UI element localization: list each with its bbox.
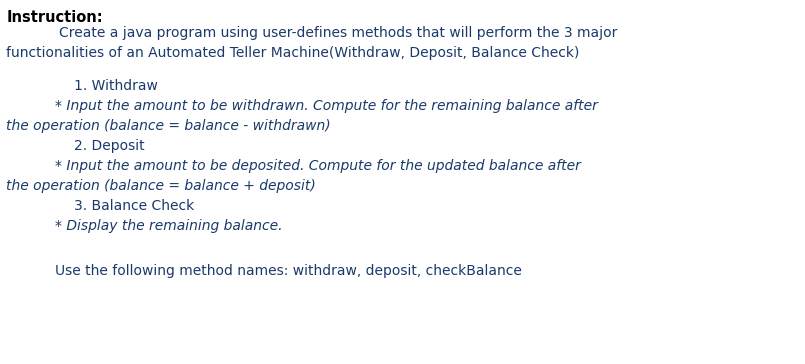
Text: 3. Balance Check: 3. Balance Check <box>74 199 194 213</box>
Text: Use the following method names: withdraw, deposit, checkBalance: Use the following method names: withdraw… <box>55 264 522 278</box>
Text: Instruction:: Instruction: <box>6 10 103 25</box>
Text: 2. Deposit: 2. Deposit <box>74 139 145 153</box>
Text: functionalities of an Automated Teller Machine(Withdraw, Deposit, Balance Check): functionalities of an Automated Teller M… <box>6 46 580 60</box>
Text: Create a java program using user-defines methods that will perform the 3 major: Create a java program using user-defines… <box>59 26 617 40</box>
Text: * Input the amount to be withdrawn. Compute for the remaining balance after: * Input the amount to be withdrawn. Comp… <box>55 99 597 113</box>
Text: * Display the remaining balance.: * Display the remaining balance. <box>55 219 283 233</box>
Text: 1. Withdraw: 1. Withdraw <box>74 79 158 93</box>
Text: * Input the amount to be deposited. Compute for the updated balance after: * Input the amount to be deposited. Comp… <box>55 159 580 173</box>
Text: the operation (balance = balance - withdrawn): the operation (balance = balance - withd… <box>6 119 331 133</box>
Text: the operation (balance = balance + deposit): the operation (balance = balance + depos… <box>6 179 316 193</box>
